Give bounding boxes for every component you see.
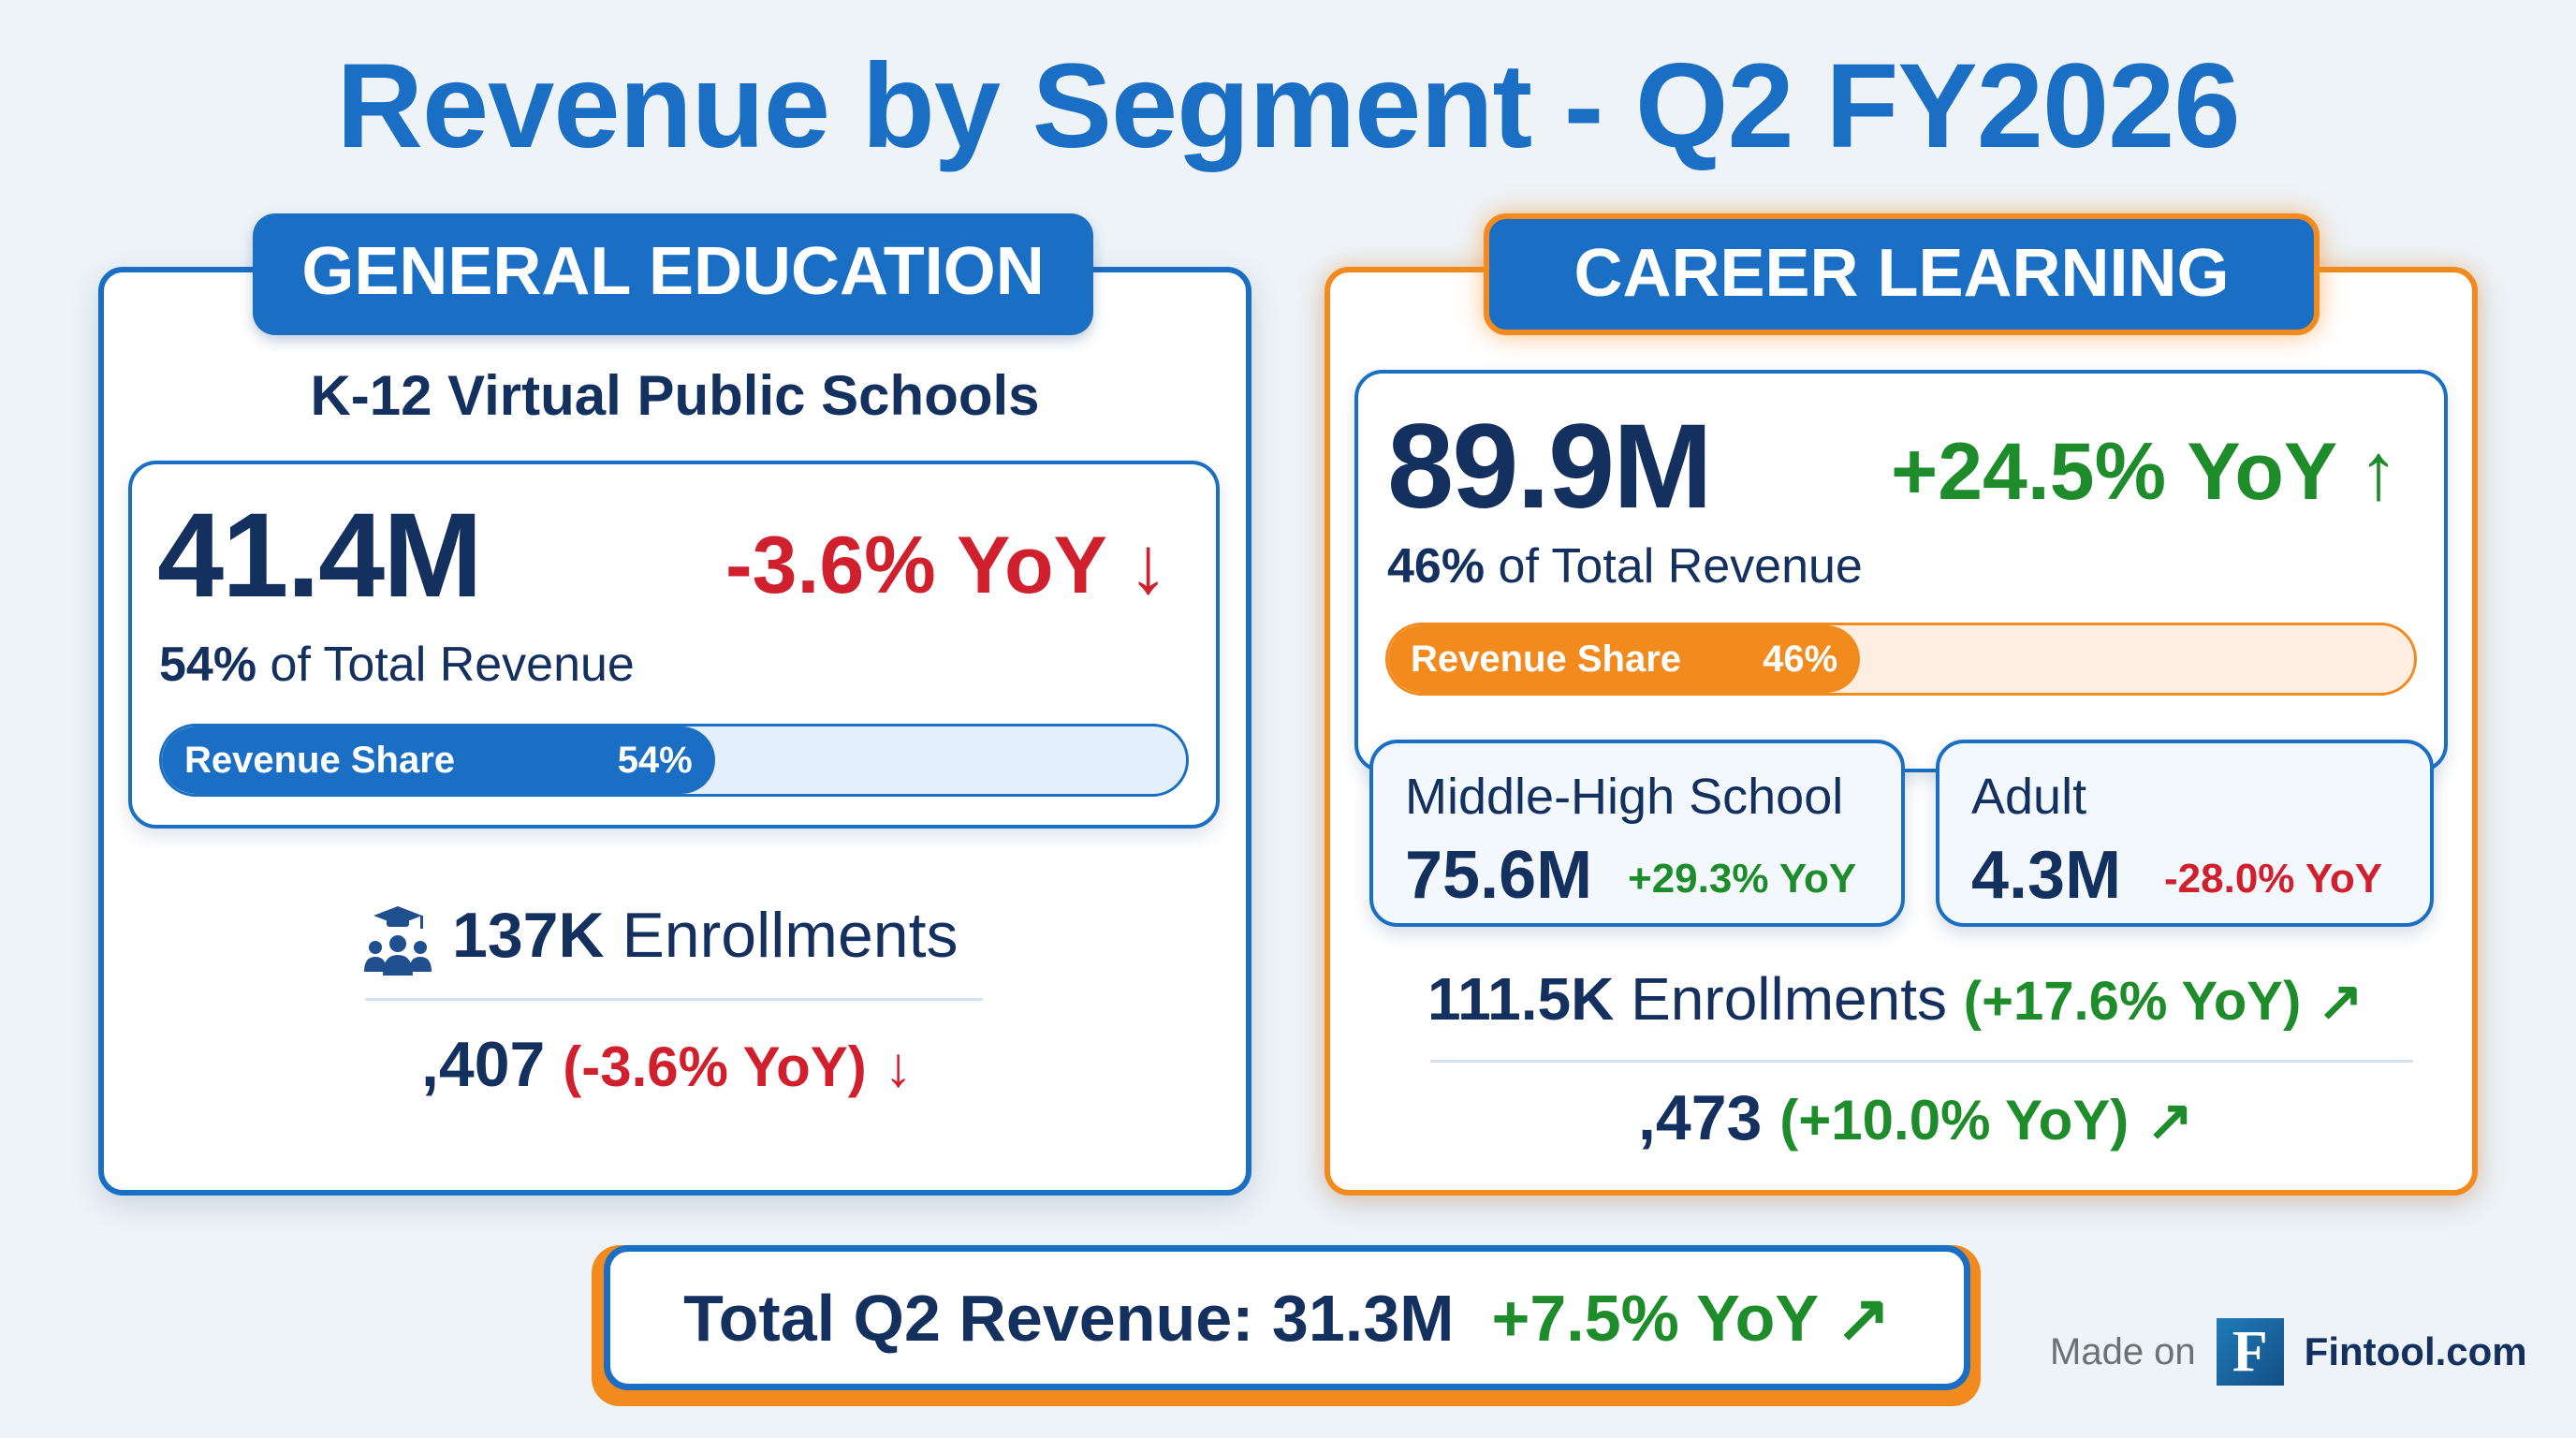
share-suffix: of Total Revenue bbox=[256, 638, 635, 692]
secondary-value: ,407 bbox=[421, 1029, 546, 1100]
career-learning-share-bar: Revenue Share 46% bbox=[1385, 623, 2417, 696]
divider bbox=[1430, 1060, 2413, 1063]
career-learning-revenue-card bbox=[1354, 370, 2448, 772]
general-education-enrollments: 137K Enrollments bbox=[360, 899, 958, 977]
general-education-share-bar: Revenue Share 54% bbox=[159, 724, 1189, 797]
graduation-group-icon bbox=[364, 906, 432, 976]
share-pct: 46% bbox=[1387, 539, 1486, 594]
share-suffix: of Total Revenue bbox=[1485, 539, 1863, 594]
subsegment-card-adult: Adult 4.3M -28.0% YoY bbox=[1936, 740, 2434, 927]
yoy-text: +24.5% YoY bbox=[1891, 427, 2336, 517]
fintool-brand-link[interactable]: Fintool.com bbox=[2304, 1329, 2527, 1373]
general-education-revenue: 41.4M bbox=[157, 489, 483, 623]
secondary-yoy: (+10.0% YoY) bbox=[1779, 1089, 2130, 1152]
total-revenue-banner: Total Q2 Revenue: 31.3M +7.5% YoY ↗ bbox=[604, 1245, 1970, 1390]
arrow-up-right-icon: ↗ bbox=[2146, 1089, 2194, 1152]
enrollments-label: Enrollments bbox=[1614, 965, 1964, 1033]
share-pct: 54% bbox=[159, 638, 257, 692]
divider bbox=[365, 998, 983, 1001]
share-bar-value: 54% bbox=[617, 739, 693, 781]
secondary-value: ,473 bbox=[1638, 1082, 1763, 1153]
secondary-yoy: (-3.6% YoY) bbox=[563, 1035, 867, 1098]
career-learning-revenue: 89.9M bbox=[1387, 400, 1713, 534]
career-learning-share-text: 46% of Total Revenue bbox=[1387, 538, 1863, 594]
total-revenue-yoy: +7.5% YoY ↗ bbox=[1491, 1280, 1890, 1357]
share-bar-label: Revenue Share bbox=[184, 739, 456, 781]
arrow-down-icon: ↓ bbox=[1128, 521, 1169, 610]
career-learning-secondary-metric: ,473 (+10.0% YoY) ↗ bbox=[1638, 1081, 2193, 1154]
enrollments-label: Enrollments bbox=[604, 900, 959, 971]
enrollments-value: 137K bbox=[452, 900, 605, 971]
subsegment-card-middle-high-school: Middle-High School 75.6M +29.3% YoY bbox=[1369, 740, 1905, 927]
arrow-up-right-icon: ↗ bbox=[1836, 1281, 1891, 1355]
fintool-attribution[interactable]: Made on F Fintool.com bbox=[2050, 1318, 2527, 1386]
general-education-subtitle: K-12 Virtual Public Schools bbox=[310, 364, 1040, 427]
share-bar-value: 46% bbox=[1763, 638, 1838, 680]
arrow-down-icon: ↓ bbox=[884, 1035, 913, 1098]
page-title: Revenue by Segment - Q2 FY2026 bbox=[336, 39, 2241, 173]
career-learning-yoy: +24.5% YoY ↑ bbox=[1891, 426, 2399, 519]
career-learning-header: CAREER LEARNING bbox=[1484, 213, 2320, 335]
share-bar-fill: Revenue Share 46% bbox=[1388, 625, 1861, 693]
arrow-up-right-icon: ↗ bbox=[2318, 971, 2364, 1032]
subsegment-value: 4.3M bbox=[1971, 838, 2122, 913]
yoy-text: -3.6% YoY bbox=[725, 521, 1106, 610]
enrollments-value: 111.5K bbox=[1427, 965, 1615, 1033]
made-on-text: Made on bbox=[2050, 1330, 2196, 1372]
general-education-share-text: 54% of Total Revenue bbox=[159, 637, 635, 693]
subsegment-yoy: -28.0% YoY bbox=[2164, 856, 2383, 902]
share-bar-label: Revenue Share bbox=[1411, 638, 1682, 680]
yoy-text: +7.5% YoY bbox=[1491, 1281, 1818, 1355]
general-education-yoy: -3.6% YoY ↓ bbox=[725, 520, 1168, 612]
share-bar-fill: Revenue Share 54% bbox=[162, 726, 715, 794]
subsegment-label: Adult bbox=[1971, 769, 2087, 825]
subsegment-yoy: +29.3% YoY bbox=[1628, 856, 1857, 902]
arrow-up-icon: ↑ bbox=[2358, 427, 2399, 517]
total-revenue-label: Total Q2 Revenue: 31.3M bbox=[683, 1281, 1455, 1355]
general-education-secondary-metric: ,407 (-3.6% YoY) ↓ bbox=[421, 1028, 913, 1101]
subsegment-value: 75.6M bbox=[1405, 838, 1593, 913]
career-learning-enrollments: 111.5K Enrollments (+17.6% YoY) ↗ bbox=[1427, 964, 2364, 1034]
general-education-header: GENERAL EDUCATION bbox=[253, 213, 1093, 335]
fintool-logo-icon: F bbox=[2216, 1318, 2284, 1386]
enrollments-yoy: (+17.6% YoY) bbox=[1963, 971, 2302, 1032]
subsegment-label: Middle-High School bbox=[1405, 769, 1844, 825]
